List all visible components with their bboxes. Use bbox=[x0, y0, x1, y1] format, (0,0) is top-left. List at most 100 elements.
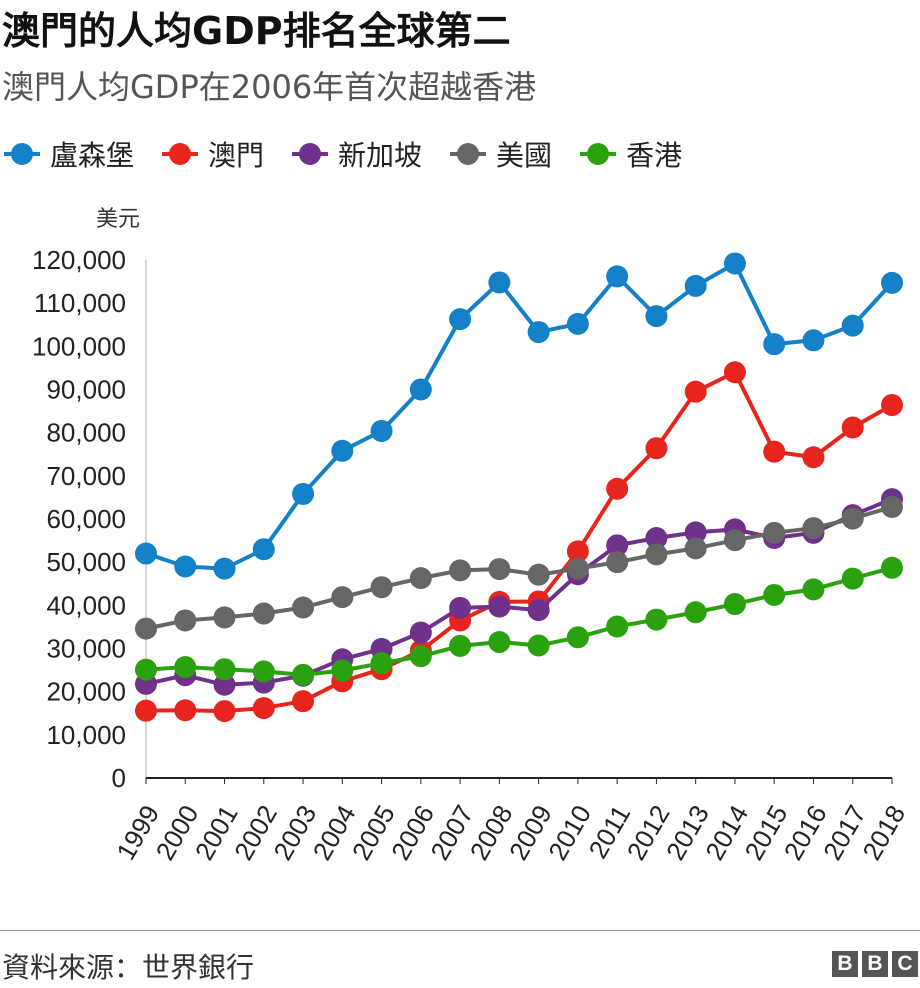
data-point bbox=[409, 567, 432, 590]
legend-swatch bbox=[450, 143, 487, 165]
data-point bbox=[174, 609, 197, 632]
legend-label: 美國 bbox=[496, 139, 553, 172]
y-axis-label: 美元 bbox=[96, 207, 140, 232]
legend-item: 盧森堡 bbox=[4, 134, 134, 174]
y-tick-label: 110,000 bbox=[34, 288, 126, 318]
legend: 盧森堡 澳門 新加坡 美國 香港 bbox=[4, 134, 710, 174]
data-point bbox=[174, 555, 197, 578]
data-point bbox=[566, 540, 589, 563]
data-point bbox=[645, 526, 668, 549]
data-point bbox=[135, 699, 157, 722]
data-point bbox=[802, 446, 825, 469]
data-point bbox=[292, 482, 315, 505]
data-point bbox=[881, 556, 903, 579]
data-point bbox=[763, 440, 786, 463]
data-point bbox=[723, 361, 746, 384]
data-point bbox=[723, 529, 746, 552]
bbc-logo: B B C bbox=[828, 951, 918, 977]
bbc-logo-letter: B bbox=[862, 951, 888, 977]
series-line bbox=[145, 261, 894, 571]
data-point bbox=[645, 305, 668, 328]
data-point bbox=[370, 576, 393, 599]
data-point bbox=[763, 333, 786, 356]
legend-label: 澳門 bbox=[208, 139, 265, 172]
data-point bbox=[841, 314, 864, 337]
series-1 bbox=[135, 361, 903, 723]
data-point bbox=[723, 593, 746, 616]
x-tick-label: 2010 bbox=[542, 800, 597, 865]
data-point bbox=[763, 521, 786, 544]
data-point bbox=[488, 595, 511, 618]
data-point bbox=[527, 599, 550, 622]
legend-item: 新加坡 bbox=[292, 134, 422, 174]
data-point bbox=[213, 700, 236, 723]
data-point bbox=[292, 690, 315, 713]
data-point bbox=[488, 558, 511, 581]
data-point bbox=[645, 437, 668, 460]
data-point bbox=[174, 699, 197, 722]
data-point bbox=[252, 697, 275, 720]
data-point bbox=[606, 534, 629, 557]
y-tick-label: 30,000 bbox=[46, 634, 126, 664]
data-point bbox=[409, 378, 432, 401]
y-tick-label: 70,000 bbox=[46, 461, 126, 491]
series-0 bbox=[135, 252, 903, 580]
data-point bbox=[566, 557, 589, 580]
data-point bbox=[292, 663, 315, 686]
data-point bbox=[292, 596, 315, 619]
data-point bbox=[449, 308, 472, 331]
source-note: 資料來源：世界銀行 bbox=[2, 951, 255, 984]
legend-item: 美國 bbox=[450, 134, 552, 174]
legend-label: 新加坡 bbox=[338, 139, 423, 172]
data-point bbox=[527, 563, 550, 586]
legend-swatch bbox=[162, 143, 199, 165]
data-point bbox=[802, 517, 825, 540]
data-point bbox=[252, 538, 275, 561]
data-point bbox=[449, 559, 472, 582]
data-point bbox=[527, 634, 550, 657]
data-point bbox=[684, 274, 707, 297]
data-point bbox=[645, 543, 668, 566]
legend-swatch bbox=[292, 143, 329, 165]
data-point bbox=[566, 626, 589, 649]
data-point bbox=[566, 312, 589, 335]
y-tick-label: 0 bbox=[112, 763, 126, 793]
data-point bbox=[684, 537, 707, 560]
data-point bbox=[449, 596, 472, 619]
y-tick-label: 50,000 bbox=[46, 547, 126, 577]
bbc-logo-letter: B bbox=[832, 951, 858, 977]
data-point bbox=[606, 477, 629, 500]
data-point bbox=[841, 416, 864, 439]
y-tick-label: 60,000 bbox=[46, 504, 126, 534]
data-point bbox=[135, 658, 157, 681]
data-point bbox=[370, 419, 393, 442]
data-point bbox=[252, 660, 275, 683]
data-point bbox=[881, 495, 903, 518]
data-point bbox=[606, 615, 629, 638]
data-point bbox=[409, 621, 432, 644]
series-4 bbox=[135, 556, 903, 686]
data-point bbox=[684, 601, 707, 624]
data-point bbox=[802, 329, 825, 352]
data-point bbox=[370, 652, 393, 675]
data-point bbox=[606, 551, 629, 574]
data-point bbox=[213, 673, 236, 696]
y-tick-label: 100,000 bbox=[32, 331, 126, 361]
legend-swatch bbox=[580, 143, 617, 165]
data-point bbox=[213, 606, 236, 629]
data-point bbox=[213, 658, 236, 681]
data-point bbox=[331, 439, 354, 462]
data-point bbox=[881, 394, 903, 417]
data-point bbox=[606, 265, 629, 288]
x-tick-label: 2018 bbox=[856, 800, 911, 865]
y-tick-label: 20,000 bbox=[46, 677, 126, 707]
y-tick-label: 120,000 bbox=[32, 245, 126, 275]
data-point bbox=[684, 521, 707, 544]
data-point bbox=[409, 645, 432, 668]
data-point bbox=[488, 631, 511, 654]
footer-divider bbox=[0, 930, 920, 931]
data-point bbox=[802, 578, 825, 601]
legend-item: 澳門 bbox=[162, 134, 264, 174]
chart-subtitle: 澳門人均GDP在2006年首次超越香港 bbox=[2, 68, 537, 106]
data-point bbox=[684, 380, 707, 403]
